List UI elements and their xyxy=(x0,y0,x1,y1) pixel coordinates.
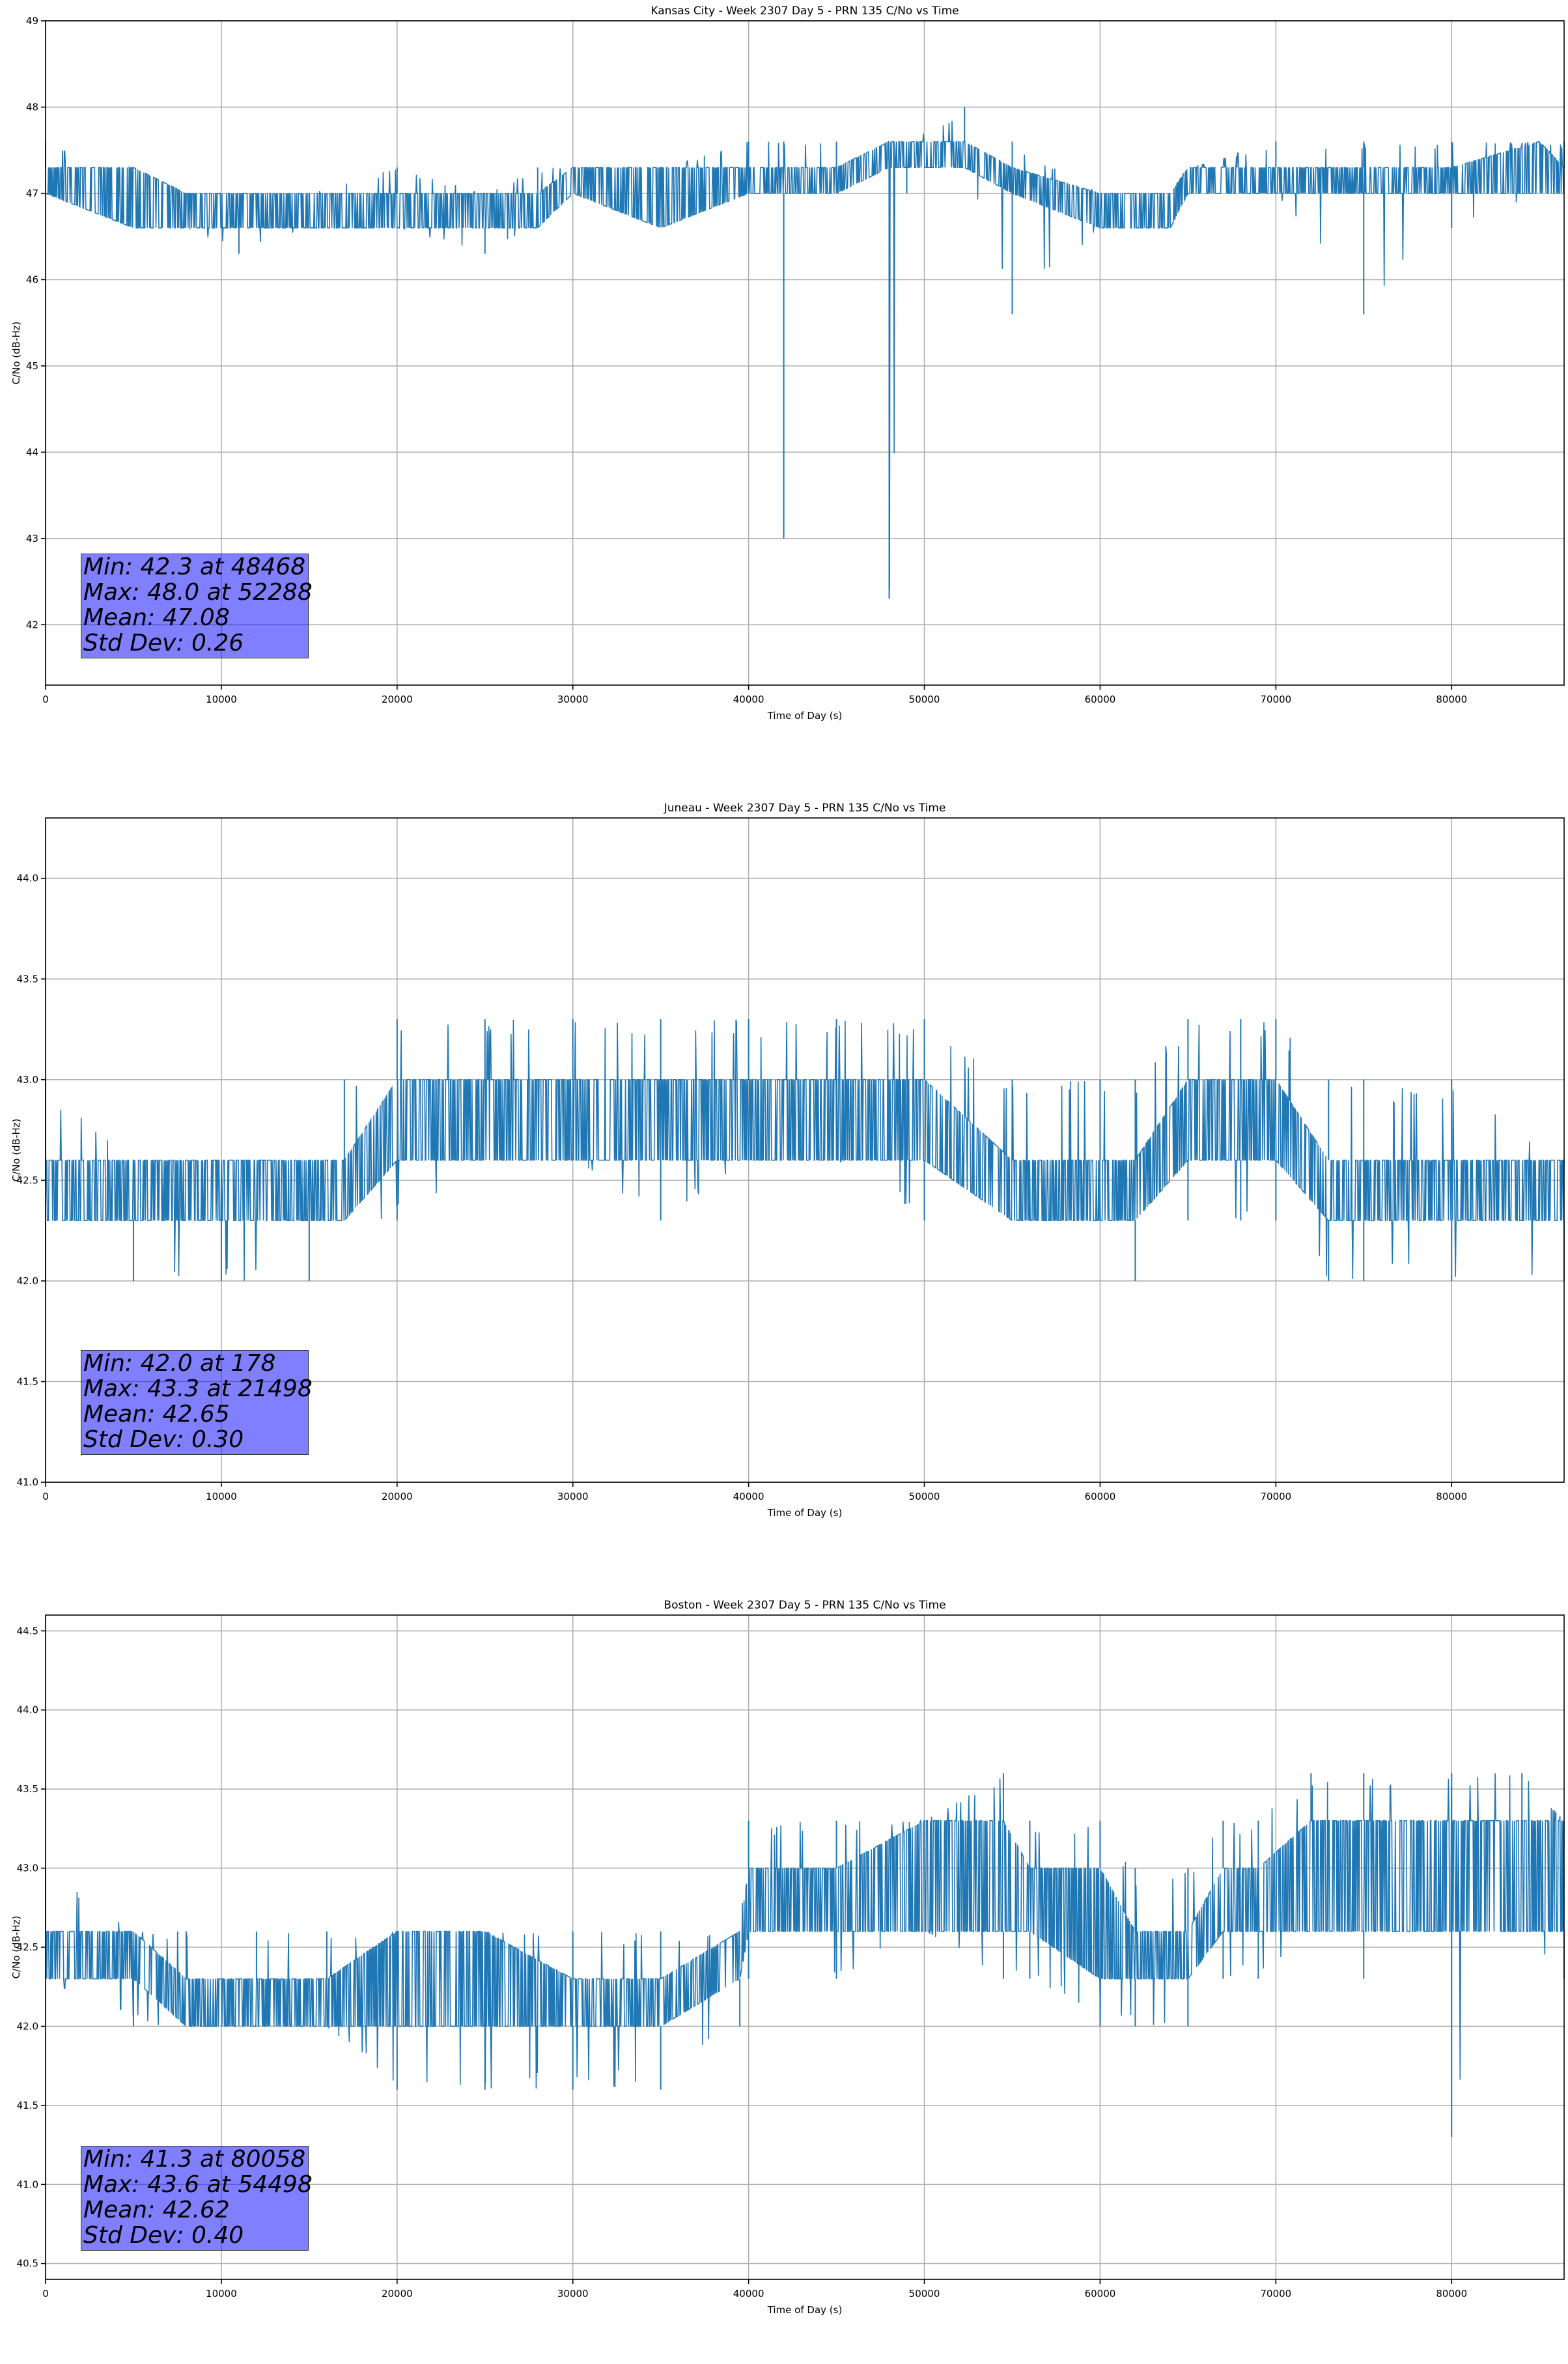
x-tick-label: 60000 xyxy=(1085,694,1116,705)
series-spikes xyxy=(45,1019,1565,1281)
y-tick-label: 43 xyxy=(26,533,38,544)
series-line xyxy=(46,1773,1565,2089)
y-tick-label: 42 xyxy=(26,619,38,630)
chart-title: Kansas City - Week 2307 Day 5 - PRN 135 … xyxy=(651,5,959,18)
x-axis-label: Time of Day (s) xyxy=(767,1507,843,1519)
x-tick-label: 60000 xyxy=(1085,2288,1116,2300)
x-ticks: 0 10000 20000 30000 40000 50000 60000 70000 8000… xyxy=(42,1482,1467,1502)
x-tick-label: 40000 xyxy=(733,2288,764,2300)
y-tick-label: 44.5 xyxy=(17,1625,38,1637)
stats-box: Min: 42.0 at 178 Max: 43.3 at 21498 Mean… xyxy=(81,1350,313,1455)
chart-svg: 0 10000 20000 30000 40000 50000 60000 70000 8000… xyxy=(10,802,1565,1519)
y-tick-label: 41.5 xyxy=(17,1375,38,1387)
x-tick-label: 40000 xyxy=(733,1491,764,1502)
stats-min: Min: 42.3 at 48468 xyxy=(83,554,306,580)
y-tick-label: 42.5 xyxy=(17,1941,38,1953)
chart-panel-kansas-city: 0 10000 20000 30000 40000 50000 60000 70000 8000… xyxy=(0,0,1568,770)
x-axis-label: Time of Day (s) xyxy=(767,710,843,722)
chart-panel-juneau: 0 10000 20000 30000 40000 50000 60000 70000 8000… xyxy=(0,797,1568,1567)
y-tick-label: 48 xyxy=(26,101,38,113)
x-ticks: 0 10000 20000 30000 40000 50000 60000 70000 8000… xyxy=(42,2279,1467,2300)
y-tick-label: 43.5 xyxy=(17,973,38,985)
x-tick-label: 50000 xyxy=(909,2288,940,2300)
x-tick-label: 80000 xyxy=(1436,1491,1467,1502)
x-tick-label: 10000 xyxy=(206,2288,237,2300)
y-tick-label: 49 xyxy=(26,15,38,27)
x-tick-label: 40000 xyxy=(733,694,764,705)
y-axis-label: C/No (dB-Hz) xyxy=(10,1119,22,1182)
x-axis-label: Time of Day (s) xyxy=(767,2304,843,2316)
stats-box: Min: 42.3 at 48468 Max: 48.0 at 52288 Me… xyxy=(81,554,313,658)
x-tick-label: 30000 xyxy=(557,694,589,705)
y-tick-label: 41.5 xyxy=(17,2100,38,2111)
y-tick-label: 42.0 xyxy=(17,1275,38,1287)
stats-std-dev: Std Dev: 0.26 xyxy=(83,630,244,656)
stats-mean: Mean: 42.65 xyxy=(83,1401,230,1428)
chart-panel-boston: 0 10000 20000 30000 40000 50000 60000 70000 8000… xyxy=(0,1594,1568,2364)
x-tick-label: 70000 xyxy=(1260,1491,1291,1502)
y-tick-label: 42.5 xyxy=(17,1174,38,1186)
y-tick-label: 44.0 xyxy=(17,873,38,884)
chart-title: Juneau - Week 2307 Day 5 - PRN 135 C/No … xyxy=(664,802,946,815)
y-tick-label: 45 xyxy=(26,360,38,372)
x-tick-label: 70000 xyxy=(1260,694,1291,705)
x-tick-label: 80000 xyxy=(1436,2288,1467,2300)
x-tick-label: 50000 xyxy=(909,694,940,705)
chart-svg: 0 10000 20000 30000 40000 50000 60000 70000 8000… xyxy=(10,1599,1565,2316)
y-tick-label: 42.0 xyxy=(17,2020,38,2032)
y-tick-label: 43.0 xyxy=(17,1863,38,1874)
x-tick-label: 70000 xyxy=(1260,2288,1291,2300)
y-tick-label: 41.0 xyxy=(17,2178,38,2190)
x-tick-label: 30000 xyxy=(557,1491,589,1502)
x-tick-label: 30000 xyxy=(557,2288,589,2300)
x-tick-label: 20000 xyxy=(382,694,413,705)
stats-std-dev: Std Dev: 0.40 xyxy=(83,2222,244,2249)
y-tick-label: 44.0 xyxy=(17,1704,38,1716)
x-tick-label: 0 xyxy=(42,2288,49,2300)
y-tick-label: 40.5 xyxy=(17,2258,38,2270)
stats-mean: Mean: 47.08 xyxy=(83,604,230,631)
stats-max: Max: 43.6 at 54498 xyxy=(83,2171,313,2198)
y-tick-label: 47 xyxy=(26,188,38,199)
stats-min: Min: 42.0 at 178 xyxy=(83,1350,276,1377)
x-tick-label: 80000 xyxy=(1436,694,1467,705)
x-tick-label: 60000 xyxy=(1085,1491,1116,1502)
stats-max: Max: 48.0 at 52288 xyxy=(83,579,313,606)
chart-title: Boston - Week 2307 Day 5 - PRN 135 C/No … xyxy=(664,1599,945,1612)
y-ticks: 42 43 44 45 46 47 48 49 xyxy=(26,15,46,630)
y-tick-label: 41.0 xyxy=(17,1476,38,1488)
stats-min: Min: 41.3 at 80058 xyxy=(83,2146,306,2173)
y-axis-label: C/No (dB-Hz) xyxy=(10,322,22,385)
x-tick-label: 10000 xyxy=(206,694,237,705)
stats-max: Max: 43.3 at 21498 xyxy=(83,1375,313,1402)
y-ticks: 41.0 41.5 42.0 42.5 43.0 43.5 44.0 xyxy=(17,873,46,1488)
plot-frame xyxy=(45,20,1565,686)
x-tick-label: 20000 xyxy=(382,1491,413,1502)
x-ticks: 0 10000 20000 30000 40000 50000 60000 70000 8000… xyxy=(42,685,1467,705)
stats-mean: Mean: 42.62 xyxy=(83,2197,230,2223)
x-tick-label: 0 xyxy=(42,1491,49,1502)
y-tick-label: 44 xyxy=(26,446,38,458)
y-tick-label: 43.5 xyxy=(17,1783,38,1795)
chart-svg: 0 10000 20000 30000 40000 50000 60000 70000 8000… xyxy=(10,5,1565,722)
stats-box: Min: 41.3 at 80058 Max: 43.6 at 54498 Me… xyxy=(81,2146,313,2251)
series-line xyxy=(45,120,1564,590)
x-tick-label: 10000 xyxy=(206,1491,237,1502)
x-tick-label: 0 xyxy=(42,694,49,705)
y-tick-label: 43.0 xyxy=(17,1074,38,1086)
y-axis-label: C/No (dB-Hz) xyxy=(10,1916,22,1979)
y-ticks: 40.5 41.0 41.5 42.0 42.5 43.0 43.5 44.0 44.5 xyxy=(17,1625,46,2270)
x-tick-label: 20000 xyxy=(382,2288,413,2300)
stats-std-dev: Std Dev: 0.30 xyxy=(83,1426,244,1453)
x-tick-label: 50000 xyxy=(909,1491,940,1502)
y-tick-label: 46 xyxy=(26,274,38,285)
plot-frame xyxy=(45,817,1565,1483)
series-line xyxy=(45,1019,1565,1281)
